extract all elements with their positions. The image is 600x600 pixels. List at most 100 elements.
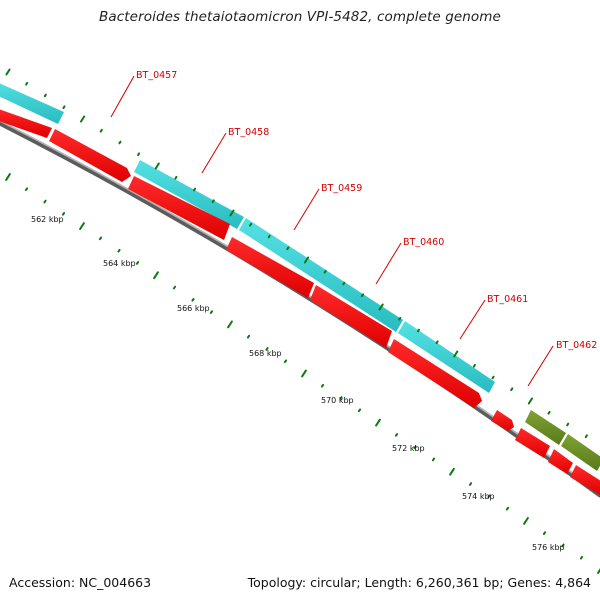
feature-track-red	[0, 106, 600, 495]
tick-mark	[547, 410, 551, 415]
tick-mark	[527, 397, 533, 405]
accession-text: Accession: NC_004663	[9, 575, 152, 590]
feature-cyan-2[interactable]	[134, 160, 244, 229]
tick-mark	[24, 187, 29, 192]
kbp-label-574: 574 kbp	[462, 492, 495, 501]
tick-mark	[246, 334, 251, 339]
tick-mark	[25, 81, 29, 86]
kbp-label-568: 568 kbp	[249, 349, 282, 358]
tick-mark	[375, 418, 381, 427]
feature-olive-1[interactable]	[525, 410, 566, 445]
tick-mark	[561, 543, 565, 548]
gene-label-bt0461[interactable]: BT_0461	[487, 294, 528, 305]
tick-mark	[137, 152, 141, 157]
kbp-label-566: 566 kbp	[177, 304, 210, 313]
tick-mark	[303, 256, 310, 264]
feature-cyan-3[interactable]	[239, 218, 403, 332]
gene-label-bt0457[interactable]: BT_0457	[136, 70, 177, 81]
tick-mark	[472, 363, 476, 368]
tick-mark	[209, 310, 214, 314]
tick-mark	[342, 281, 346, 286]
feature-red-3[interactable]	[128, 176, 230, 240]
feature-red-9[interactable]	[548, 449, 573, 474]
tick-mark	[416, 328, 420, 333]
tick-mark	[135, 261, 140, 265]
coordinate-labels: 562 kbp 564 kbp 566 kbp 568 kbp 570 kbp …	[31, 215, 565, 552]
map-title: Bacteroides thetaiotaomicron VPI-5482, c…	[99, 9, 501, 25]
tick-mark	[491, 375, 495, 380]
tick-mark	[80, 115, 86, 123]
gene-label-bt0458[interactable]: BT_0458	[228, 127, 269, 138]
tick-mark	[542, 531, 547, 535]
tick-mark	[357, 408, 362, 413]
tick-mark	[5, 173, 11, 181]
tick-mark	[468, 482, 473, 486]
feature-cyan-4[interactable]	[398, 321, 495, 393]
tick-mark	[117, 248, 121, 253]
tick-mark	[286, 246, 290, 251]
tick-mark	[431, 457, 436, 462]
tick-mark	[98, 236, 103, 241]
tick-mark	[339, 396, 343, 400]
tick-mark	[153, 271, 159, 280]
tick-mark	[5, 68, 11, 76]
gene-label-bt0459[interactable]: BT_0459	[321, 183, 362, 194]
gene-leader-bt0461	[459, 299, 486, 340]
tick-mark	[398, 316, 402, 321]
gene-label-bt0460[interactable]: BT_0460	[403, 237, 444, 248]
gene-labels: BT_0457 BT_0458 BT_0459 BT_0460 BT_0461 …	[110, 70, 597, 387]
gene-leader-bt0460	[375, 242, 402, 285]
feature-red-2[interactable]	[49, 129, 131, 182]
tick-mark	[301, 369, 307, 378]
tick-mark	[505, 506, 510, 511]
tick-mark	[597, 568, 600, 574]
feature-red-1[interactable]	[0, 106, 52, 138]
tick-mark	[523, 517, 529, 525]
kbp-label-564: 564 kbp	[103, 259, 136, 268]
tick-mark	[449, 467, 455, 476]
feature-red-4[interactable]	[226, 237, 314, 298]
feature-red-8[interactable]	[515, 428, 550, 458]
gene-leader-bt0462	[527, 345, 554, 387]
tick-mark	[360, 293, 364, 298]
kbp-label-562: 562 kbp	[31, 215, 64, 224]
tick-mark	[487, 494, 491, 499]
tick-mark	[579, 555, 584, 560]
feature-red-5[interactable]	[310, 285, 392, 348]
feature-red-10[interactable]	[570, 465, 600, 495]
tick-mark	[193, 187, 197, 192]
topology-text: Topology: circular; Length: 6,260,361 bp…	[247, 575, 591, 590]
tick-mark	[323, 269, 327, 274]
tick-mark	[584, 434, 588, 439]
tick-mark	[510, 387, 514, 392]
tick-mark	[378, 303, 384, 311]
feature-track-olive	[525, 410, 600, 471]
gene-leader-bt0458	[201, 132, 227, 174]
feature-track-cyan	[0, 79, 495, 393]
kbp-label-570: 570 kbp	[321, 396, 354, 405]
tick-mark	[43, 199, 47, 204]
feature-cyan-1[interactable]	[0, 79, 64, 124]
tick-mark	[61, 212, 66, 216]
tick-mark	[283, 359, 288, 364]
tick-mark	[435, 340, 439, 345]
tick-mark	[394, 433, 399, 437]
genome-backbone	[0, 120, 600, 498]
tick-mark	[413, 445, 417, 449]
feature-red-7[interactable]	[491, 410, 514, 431]
tick-mark	[265, 347, 269, 351]
tick-mark	[191, 298, 195, 302]
tick-mark	[267, 234, 271, 239]
tick-mark	[154, 162, 160, 170]
gene-leader-bt0457	[110, 75, 135, 118]
gene-label-bt0462[interactable]: BT_0462	[556, 340, 597, 351]
tick-mark	[99, 128, 103, 133]
tick-mark	[249, 222, 253, 227]
feature-olive-2[interactable]	[561, 434, 600, 471]
tick-mark	[227, 320, 233, 329]
gene-leader-bt0459	[293, 188, 320, 231]
feature-red-6[interactable]	[388, 339, 482, 408]
tick-mark	[79, 222, 85, 230]
tick-mark	[320, 383, 325, 388]
